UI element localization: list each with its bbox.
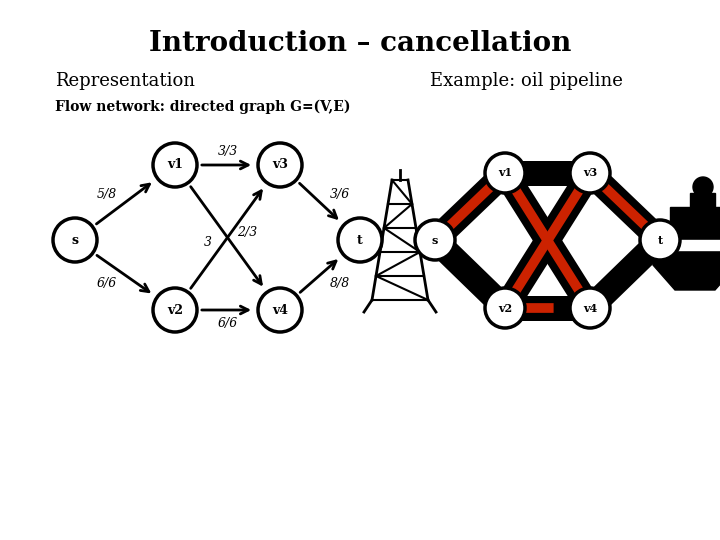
Text: v1: v1: [167, 159, 183, 172]
Text: s: s: [432, 234, 438, 246]
Circle shape: [570, 288, 610, 328]
Polygon shape: [670, 207, 720, 235]
Text: 3: 3: [204, 236, 212, 249]
Text: Introduction – cancellation: Introduction – cancellation: [149, 30, 571, 57]
Text: 3/6: 3/6: [330, 188, 350, 201]
Text: Representation: Representation: [55, 72, 195, 90]
Circle shape: [415, 220, 455, 260]
Circle shape: [485, 288, 525, 328]
Circle shape: [258, 143, 302, 187]
Circle shape: [153, 288, 197, 332]
Text: v1: v1: [498, 167, 512, 179]
Circle shape: [485, 153, 525, 193]
Text: Flow network: directed graph G=(V,E): Flow network: directed graph G=(V,E): [55, 100, 351, 114]
Circle shape: [640, 220, 680, 260]
Text: v2: v2: [498, 302, 512, 314]
Text: t: t: [357, 233, 363, 246]
Polygon shape: [690, 193, 715, 207]
Polygon shape: [655, 240, 720, 250]
Polygon shape: [653, 235, 720, 290]
Circle shape: [53, 218, 97, 262]
Text: t: t: [657, 234, 662, 246]
Text: 6/6: 6/6: [97, 276, 117, 289]
Text: v3: v3: [272, 159, 288, 172]
Text: v2: v2: [167, 303, 183, 316]
Text: v3: v3: [583, 167, 597, 179]
Text: s: s: [71, 233, 78, 246]
Text: Example: oil pipeline: Example: oil pipeline: [430, 72, 623, 90]
Text: v4: v4: [583, 302, 597, 314]
Text: 8/8: 8/8: [330, 276, 350, 289]
Text: v4: v4: [272, 303, 288, 316]
Circle shape: [693, 177, 713, 197]
Circle shape: [570, 153, 610, 193]
Text: 6/6: 6/6: [217, 318, 238, 330]
Circle shape: [258, 288, 302, 332]
Text: 3/3: 3/3: [217, 145, 238, 158]
Text: 5/8: 5/8: [97, 188, 117, 201]
Text: 2/3: 2/3: [238, 226, 258, 239]
Circle shape: [153, 143, 197, 187]
Circle shape: [338, 218, 382, 262]
